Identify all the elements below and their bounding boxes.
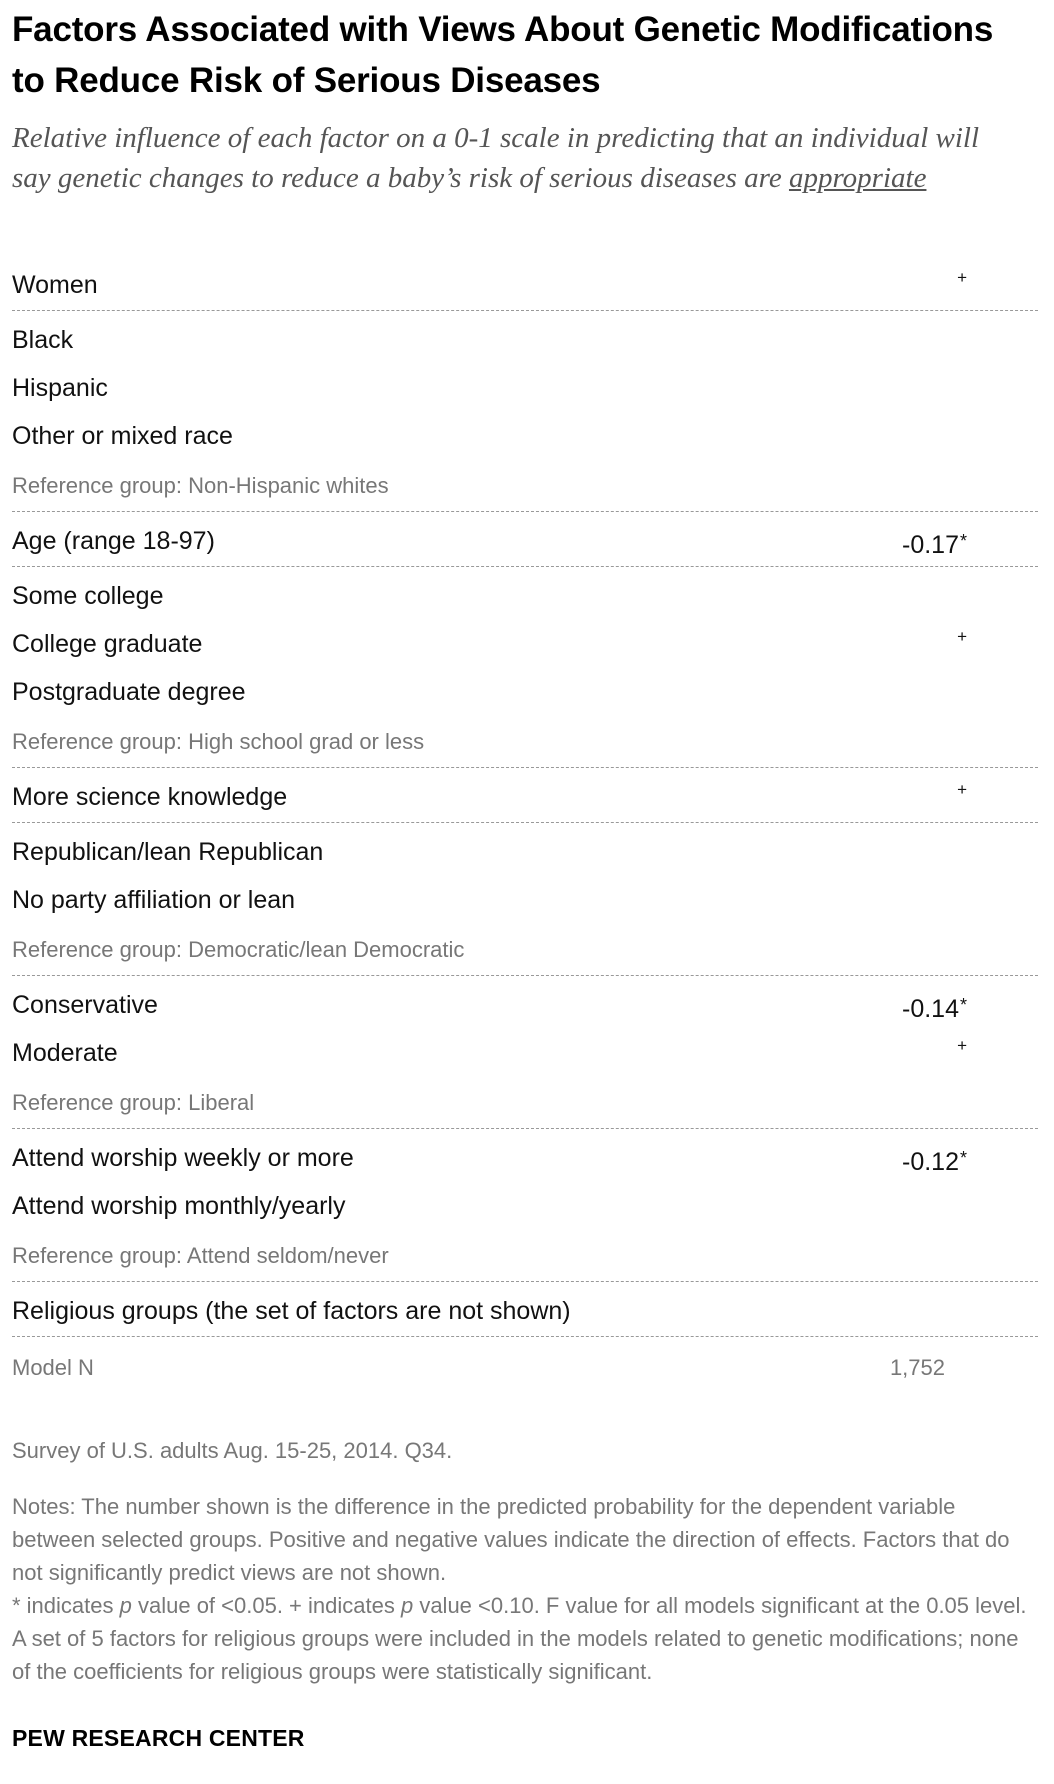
coefficient: -0.12 bbox=[902, 1148, 959, 1176]
row-label: Moderate bbox=[12, 1039, 118, 1067]
reference-label: Reference group: Attend seldom/never bbox=[12, 1243, 389, 1268]
row-label: No party affiliation or lean bbox=[12, 886, 296, 914]
table-row: More science knowledge + bbox=[12, 774, 1038, 823]
table-row: Hispanic bbox=[12, 365, 1038, 413]
row-label: Religious groups (the set of factors are… bbox=[12, 1297, 571, 1325]
table-row: Religious groups (the set of factors are… bbox=[12, 1288, 1038, 1337]
row-value: -0.14* bbox=[902, 990, 967, 1024]
notes-p: p bbox=[119, 1593, 132, 1618]
row-label: Black bbox=[12, 326, 74, 354]
significance-star: * bbox=[959, 531, 967, 551]
row-label: Age (range 18-97) bbox=[12, 527, 215, 555]
subtitle-underlined-word: appropriate bbox=[788, 162, 927, 194]
subtitle: Relative influence of each factor on a 0… bbox=[12, 118, 1022, 198]
reference-label: Reference group: Liberal bbox=[12, 1090, 255, 1115]
notes-text: Notes: The number shown is the differenc… bbox=[12, 1494, 1010, 1585]
row-value: -0.17* bbox=[902, 526, 967, 560]
reference-label: Reference group: High school grad or les… bbox=[12, 729, 425, 754]
reference-row: Reference group: Democratic/lean Democra… bbox=[12, 925, 1038, 976]
row-label: Other or mixed race bbox=[12, 422, 233, 450]
coefficient: -0.17 bbox=[902, 531, 959, 559]
table-row: No party affiliation or lean bbox=[12, 877, 1038, 925]
factors-table: Women + Black Hispanic Other or mixed ra… bbox=[12, 262, 1038, 1391]
row-value: -0.12* bbox=[902, 1143, 967, 1177]
row-label: Hispanic bbox=[12, 374, 108, 402]
table-row: Women + bbox=[12, 262, 1038, 311]
row-label: Attend worship weekly or more bbox=[12, 1144, 354, 1172]
subtitle-text: Relative influence of each factor on a 0… bbox=[12, 122, 980, 194]
significance-plus: + bbox=[957, 268, 967, 287]
notes-star-text: * indicates bbox=[12, 1593, 120, 1618]
notes: Notes: The number shown is the differenc… bbox=[12, 1490, 1032, 1688]
table-row: Attend worship weekly or more -0.12* bbox=[12, 1135, 1038, 1183]
significance-plus: + bbox=[957, 627, 967, 646]
row-label: Postgraduate degree bbox=[12, 678, 246, 706]
model-n-label: Model N bbox=[12, 1355, 94, 1380]
source-note: Survey of U.S. adults Aug. 15-25, 2014. … bbox=[12, 1438, 453, 1463]
model-n-row: Model N 1,752 bbox=[12, 1343, 1038, 1391]
table-row: Black bbox=[12, 317, 1038, 365]
significance-plus: + bbox=[957, 1036, 967, 1055]
reference-row: Reference group: Liberal bbox=[12, 1078, 1038, 1129]
significance-star: * bbox=[959, 995, 967, 1015]
row-label: College graduate bbox=[12, 630, 203, 658]
significance-star: * bbox=[959, 1148, 967, 1168]
reference-row: Reference group: High school grad or les… bbox=[12, 717, 1038, 768]
reference-row: Reference group: Attend seldom/never bbox=[12, 1231, 1038, 1282]
table-row: Attend worship monthly/yearly bbox=[12, 1183, 1038, 1231]
table-row: College graduate + bbox=[12, 621, 1038, 669]
reference-label: Reference group: Democratic/lean Democra… bbox=[12, 937, 465, 962]
notes-plus-text: value <0.10. F value for all models sign… bbox=[12, 1593, 1027, 1684]
table-row: Conservative -0.14* bbox=[12, 982, 1038, 1030]
row-label: Conservative bbox=[12, 991, 158, 1019]
row-label: Attend worship monthly/yearly bbox=[12, 1192, 346, 1220]
reference-row: Reference group: Non-Hispanic whites bbox=[12, 461, 1038, 512]
table-row: Some college bbox=[12, 573, 1038, 621]
row-label: Some college bbox=[12, 582, 164, 610]
table-row: Postgraduate degree bbox=[12, 669, 1038, 717]
significance-plus: + bbox=[957, 780, 967, 799]
page-title: Factors Associated with Views About Gene… bbox=[12, 10, 994, 100]
table-row: Moderate + bbox=[12, 1030, 1038, 1078]
reference-label: Reference group: Non-Hispanic whites bbox=[12, 473, 389, 498]
table-row: Other or mixed race bbox=[12, 413, 1038, 461]
table-row: Age (range 18-97) -0.17* bbox=[12, 518, 1038, 567]
table-row: Republican/lean Republican bbox=[12, 829, 1038, 877]
row-label: Women bbox=[12, 271, 98, 299]
notes-p: p bbox=[400, 1593, 414, 1618]
notes-star-mid: value of <0.05. + indicates bbox=[131, 1593, 401, 1618]
row-label: More science knowledge bbox=[12, 783, 288, 811]
coefficient: -0.14 bbox=[902, 995, 959, 1023]
row-label: Republican/lean Republican bbox=[12, 838, 324, 866]
brand-logo-text: PEW RESEARCH CENTER bbox=[12, 1725, 305, 1751]
model-n-value: 1,752 bbox=[889, 1355, 945, 1380]
